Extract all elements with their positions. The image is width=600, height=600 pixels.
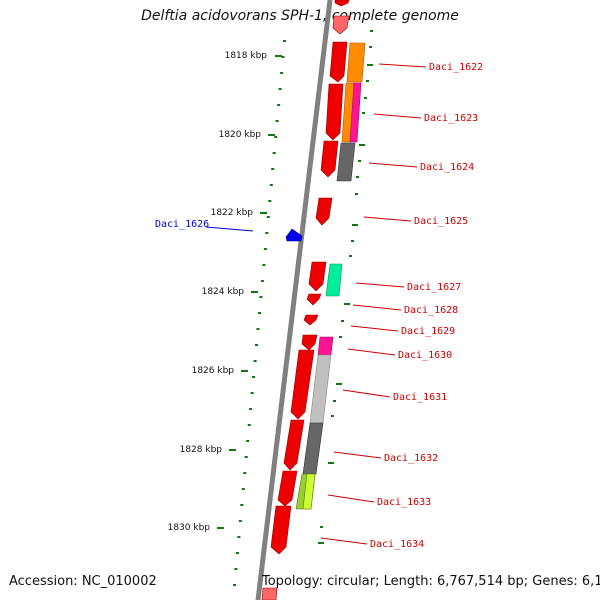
- scale-tick-dot: [272, 152, 276, 154]
- gene-arrow: [303, 314, 319, 326]
- gene-arrow: [261, 587, 278, 600]
- scale-tick-dot: [253, 360, 257, 362]
- scale-tick-dot: [281, 56, 285, 58]
- scale-tick-dot: [247, 424, 251, 426]
- map-title: Delftia acidovorans SPH-1, complete geno…: [141, 8, 459, 24]
- gene-feature: [309, 354, 332, 424]
- scale-labels: 1818 kbp 1820 kbp 1822 kbp 1824 kbp 1826…: [168, 51, 282, 533]
- gene-arrow: [315, 197, 333, 226]
- gene-label[interactable]: Daci_1626: [155, 219, 209, 230]
- gene-arrow: [334, 0, 350, 7]
- scale-tick-dot: [283, 40, 286, 42]
- gene-feature: [302, 422, 324, 475]
- gene-features: [295, 42, 366, 510]
- gene-label[interactable]: Daci_1634: [370, 539, 424, 550]
- gene-label[interactable]: Daci_1623: [424, 113, 478, 124]
- scale-tick-dot: [263, 248, 267, 250]
- gene-arrow: [332, 15, 350, 35]
- scale-tick-dot: [252, 376, 256, 378]
- scale-tick-dot: [271, 168, 275, 170]
- gene-label[interactable]: Daci_1629: [401, 326, 455, 337]
- scale-tick-dot: [241, 488, 245, 490]
- scale-tick-dot: [240, 504, 244, 506]
- scale-tick-dot: [234, 568, 238, 570]
- gene-arrow: [283, 419, 305, 471]
- gene-label[interactable]: Daci_1632: [384, 453, 438, 464]
- gene-arrows: [261, 0, 350, 600]
- scale-tick-dot: [275, 120, 279, 122]
- gene-label[interactable]: Daci_1624: [420, 162, 474, 173]
- scale-tick-dot: [268, 200, 272, 202]
- gene-label[interactable]: Daci_1630: [398, 350, 452, 361]
- topology-text: Topology: circular; Length: 6,767,514 bp…: [262, 574, 600, 589]
- gene-label[interactable]: Daci_1631: [393, 392, 447, 403]
- scale-tick-dot: [235, 552, 239, 554]
- scale-label: 1820 kbp: [219, 130, 262, 140]
- gene-arrow-reverse: [285, 228, 303, 242]
- gene-arrow: [325, 83, 344, 141]
- gene-labels: Daci_1622 Daci_1623 Daci_1624 Daci_1625 …: [155, 62, 483, 550]
- gene-label[interactable]: Daci_1622: [429, 62, 483, 73]
- gene-arrow: [308, 261, 327, 292]
- gene-feature: [325, 263, 343, 297]
- gene-label[interactable]: Daci_1625: [414, 216, 468, 227]
- scale-tick-dot: [280, 72, 284, 74]
- scale-tick-dot: [269, 184, 273, 186]
- scale-tick-dot: [233, 584, 236, 586]
- scale-tick-dot: [266, 216, 270, 218]
- gene-feature: [349, 82, 362, 143]
- gene-feature: [336, 142, 356, 182]
- gene-leader-lines: [205, 63, 427, 545]
- scale-tick-dot: [278, 88, 282, 90]
- gene-arrow: [320, 140, 339, 178]
- scale-label: 1818 kbp: [225, 51, 268, 61]
- gene-arrow: [306, 293, 322, 306]
- gene-feature: [302, 473, 316, 510]
- scale-tick-dot: [244, 456, 248, 458]
- scale-tick-dot: [259, 296, 263, 298]
- gene-arrow: [329, 41, 348, 83]
- scale-ticks: [233, 40, 286, 586]
- scale-label: 1828 kbp: [180, 445, 223, 455]
- scale-tick-dot: [237, 536, 241, 538]
- scale-label: 1830 kbp: [168, 523, 211, 533]
- gene-arrow: [277, 470, 298, 507]
- gene-label[interactable]: Daci_1633: [377, 497, 431, 508]
- gene-arrow: [270, 505, 292, 555]
- gene-arrow: [301, 334, 318, 351]
- scale-tick-dot: [265, 232, 269, 234]
- accession-text: Accession: NC_010002: [9, 574, 157, 589]
- scale-tick-dot: [243, 472, 247, 474]
- scale-label: 1826 kbp: [192, 366, 235, 376]
- gene-feature: [346, 42, 366, 83]
- scale-tick-dot: [262, 264, 266, 266]
- scale-label: 1824 kbp: [202, 287, 245, 297]
- scale-tick-dot: [260, 280, 264, 282]
- scale-tick-dot: [277, 104, 281, 106]
- gene-feature: [317, 336, 334, 356]
- scale-tick-dot: [238, 520, 242, 522]
- scale-tick-dot: [249, 408, 253, 410]
- right-ticks: [318, 30, 373, 544]
- gene-label[interactable]: Daci_1628: [404, 305, 458, 316]
- genome-backbone: [255, 0, 333, 600]
- scale-tick-dot: [274, 136, 278, 138]
- gene-arrow: [290, 349, 315, 420]
- scale-tick-dot: [256, 328, 260, 330]
- scale-tick-dot: [250, 392, 254, 394]
- scale-tick-dot: [246, 440, 250, 442]
- scale-tick-dot: [255, 344, 258, 346]
- scale-tick-dot: [258, 312, 261, 314]
- gene-label[interactable]: Daci_1627: [407, 282, 461, 293]
- scale-label: 1822 kbp: [211, 208, 254, 218]
